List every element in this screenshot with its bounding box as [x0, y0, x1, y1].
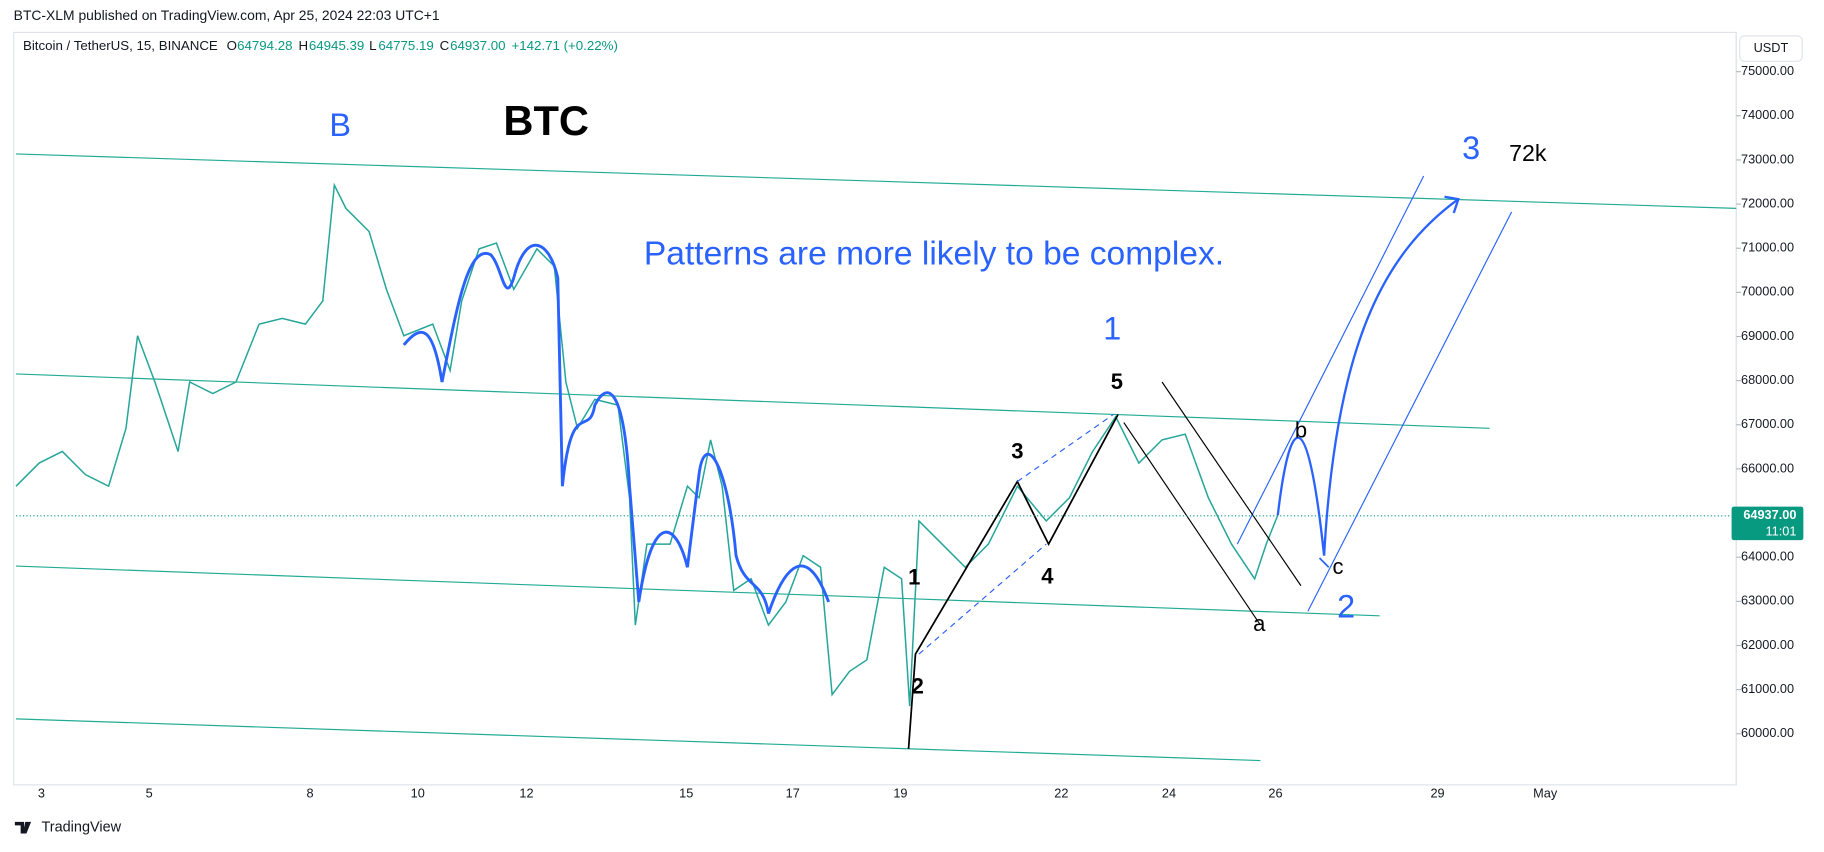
annotation: c	[1333, 554, 1344, 579]
x-tick-label: 19	[893, 785, 907, 800]
y-tick-label: 74000.00	[1741, 107, 1794, 122]
channel-line	[15, 718, 1261, 762]
x-tick-label: 5	[146, 785, 153, 800]
price-axis: 75000.00 74000.00 73000.00 72000.00 71000.00…	[16, 63, 1804, 740]
o-label: O	[227, 38, 237, 53]
y-tick-label: 63000.00	[1741, 593, 1794, 608]
x-tick-label: 15	[679, 785, 693, 800]
x-tick-label: May	[1533, 785, 1558, 800]
annotation: 4	[1041, 563, 1054, 588]
footer: TradingView	[14, 820, 122, 836]
channels	[15, 153, 1737, 762]
h-label: H	[298, 38, 308, 53]
low: 64775.19	[378, 38, 433, 53]
y-tick-label: 61000.00	[1741, 681, 1794, 696]
annotation: 1	[1103, 311, 1121, 347]
annotation: 5	[1111, 369, 1123, 394]
y-tick-label: 71000.00	[1741, 240, 1794, 255]
annotation: 72k	[1509, 140, 1547, 166]
annotation: 2	[912, 673, 924, 698]
x-tick-label: 12	[519, 785, 533, 800]
channel-line	[1307, 211, 1513, 612]
change: +142.71 (+0.22%)	[511, 38, 617, 53]
x-tick-label: 29	[1430, 785, 1444, 800]
channel-line	[1236, 175, 1425, 545]
y-tick-label: 73000.00	[1741, 151, 1794, 166]
close: 64937.00	[450, 38, 505, 53]
currency-button[interactable]	[1739, 35, 1803, 62]
last-price-label: 64937.00	[1743, 507, 1796, 522]
x-tick-label: 24	[1162, 785, 1176, 800]
y-tick-label: 64000.00	[1741, 549, 1794, 564]
channel-line	[15, 373, 1490, 429]
annotation: B	[329, 107, 351, 143]
x-tick-label: 8	[307, 785, 314, 800]
annotation: 2	[1337, 588, 1355, 624]
annotation: 3	[1462, 130, 1480, 166]
x-tick-label: 17	[786, 785, 800, 800]
y-tick-label: 67000.00	[1741, 416, 1794, 431]
background	[4, 0, 1820, 852]
countdown: 11:01	[1766, 523, 1797, 538]
annotation: 3	[1011, 438, 1023, 463]
last-price-box	[1731, 506, 1804, 541]
l-label: L	[369, 38, 376, 53]
currency[interactable]: USDT	[1754, 40, 1789, 55]
date-axis: 3 5 8 10 12 15 17 19 22 24 26 29 May	[38, 785, 1558, 800]
y-tick-label: 72000.00	[1741, 195, 1794, 210]
wave-dashes	[918, 413, 1114, 655]
x-tick-label: 26	[1268, 785, 1282, 800]
published-line: BTC-XLM published on TradingView.com, Ap…	[14, 7, 440, 23]
x-tick-label: 10	[411, 785, 425, 800]
logo	[14, 821, 32, 834]
blue-channel	[1236, 175, 1513, 612]
high: 64945.39	[309, 38, 364, 53]
x-tick-label: 22	[1054, 785, 1068, 800]
y-tick-label: 66000.00	[1741, 460, 1794, 475]
annotation-note: Patterns are more likely to be complex.	[644, 236, 1224, 273]
x-tick-label: 3	[38, 785, 45, 800]
c-label: C	[440, 38, 450, 53]
blue-drawings	[402, 195, 1460, 614]
brand: TradingView	[41, 820, 121, 836]
annotation: b	[1295, 418, 1307, 443]
y-tick-label: 68000.00	[1741, 372, 1794, 387]
y-tick-label: 62000.00	[1741, 637, 1794, 652]
symbol-line: Bitcoin / TetherUS, 15, BINANCE O 64794.…	[23, 38, 618, 53]
annotation-title: BTC	[503, 97, 589, 144]
channel-line	[15, 565, 1380, 617]
open: 64794.28	[237, 38, 292, 53]
y-tick-label: 69000.00	[1741, 328, 1794, 343]
channel-line	[15, 153, 1737, 209]
y-tick-label: 75000.00	[1741, 63, 1794, 78]
annotation: 1	[908, 565, 920, 590]
y-tick-label: 60000.00	[1741, 725, 1794, 740]
annotation: a	[1253, 611, 1266, 636]
symbol: Bitcoin / TetherUS, 15, BINANCE	[23, 38, 218, 53]
y-tick-label: 70000.00	[1741, 284, 1794, 299]
